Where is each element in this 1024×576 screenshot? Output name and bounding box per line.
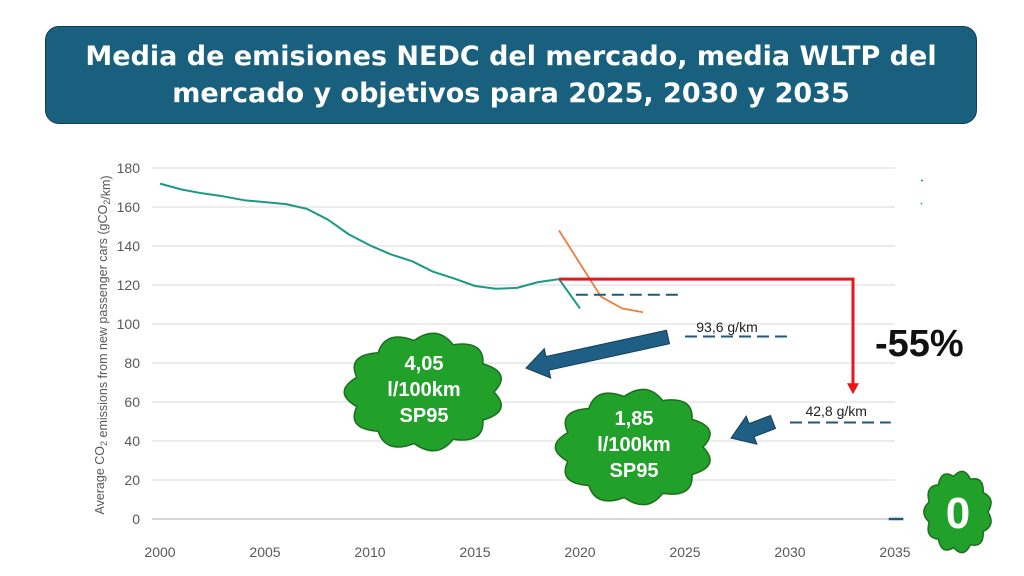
zero-emission-badge: 0	[923, 470, 992, 554]
x-tick-label-2005: 2005	[249, 544, 280, 560]
y-tick-label-140: 140	[117, 238, 141, 254]
callout-line-2: l/100km	[597, 434, 670, 456]
callout-line-1: 1,85	[615, 408, 654, 430]
x-tick-label-2020: 2020	[564, 544, 595, 560]
badge-shape	[923, 470, 992, 554]
value-annotation-1: 93,6 g/km	[696, 319, 757, 335]
x-tick-label-2010: 2010	[354, 544, 385, 560]
fuel-callout-2: 1,85 l/100km SP95	[554, 388, 711, 506]
y-tick-label-80: 80	[124, 355, 140, 371]
reduction-bracket	[559, 277, 855, 385]
callout-line-3: SP95	[610, 460, 659, 482]
x-tick-label-2030: 2030	[774, 544, 805, 560]
y-tick-label-20: 20	[124, 472, 140, 488]
callout-line-3: SP95	[400, 405, 449, 427]
x-tick-label-2025: 2025	[669, 544, 700, 560]
y-tick-label-60: 60	[124, 394, 140, 410]
y-tick-label-100: 100	[117, 316, 141, 332]
stray-mark-1	[920, 179, 924, 182]
chart-title-box: Media de emisiones NEDC del mercado, med…	[45, 26, 977, 124]
fuel-callout-1: 4,05 l/100km SP95	[343, 332, 502, 452]
y-tick-label-180: 180	[117, 160, 141, 176]
x-tick-label-2035: 2035	[879, 544, 910, 560]
chart-title: Media de emisiones NEDC del mercado, med…	[85, 41, 937, 109]
callout-line-1: 4,05	[405, 353, 444, 375]
callout-line-2: l/100km	[387, 379, 460, 401]
badge-label: 0	[946, 489, 970, 538]
reduction-arrowhead	[847, 383, 859, 395]
reduction-label: -55%	[875, 323, 964, 365]
cloud-shape	[343, 332, 502, 452]
series-line-nedc-market-average	[159, 182, 560, 290]
x-tick-label-2015: 2015	[459, 544, 490, 560]
x-tick-label-2000: 2000	[144, 544, 175, 560]
callout-arrow-2	[730, 414, 777, 445]
y-tick-label-40: 40	[124, 433, 140, 449]
series-line-nedc-2020	[558, 278, 581, 309]
series-line-wltp-market-average	[558, 229, 644, 314]
value-annotation-2: 42,8 g/km	[805, 403, 866, 419]
y-tick-label-0: 0	[132, 511, 140, 527]
y-tick-label-120: 120	[117, 277, 141, 293]
y-axis-label: Average CO2 emissions from new passenger…	[93, 175, 113, 514]
callout-arrow-1	[525, 329, 671, 379]
stray-mark-2	[920, 202, 923, 205]
y-tick-label-160: 160	[117, 199, 141, 215]
cloud-shape	[554, 388, 711, 506]
